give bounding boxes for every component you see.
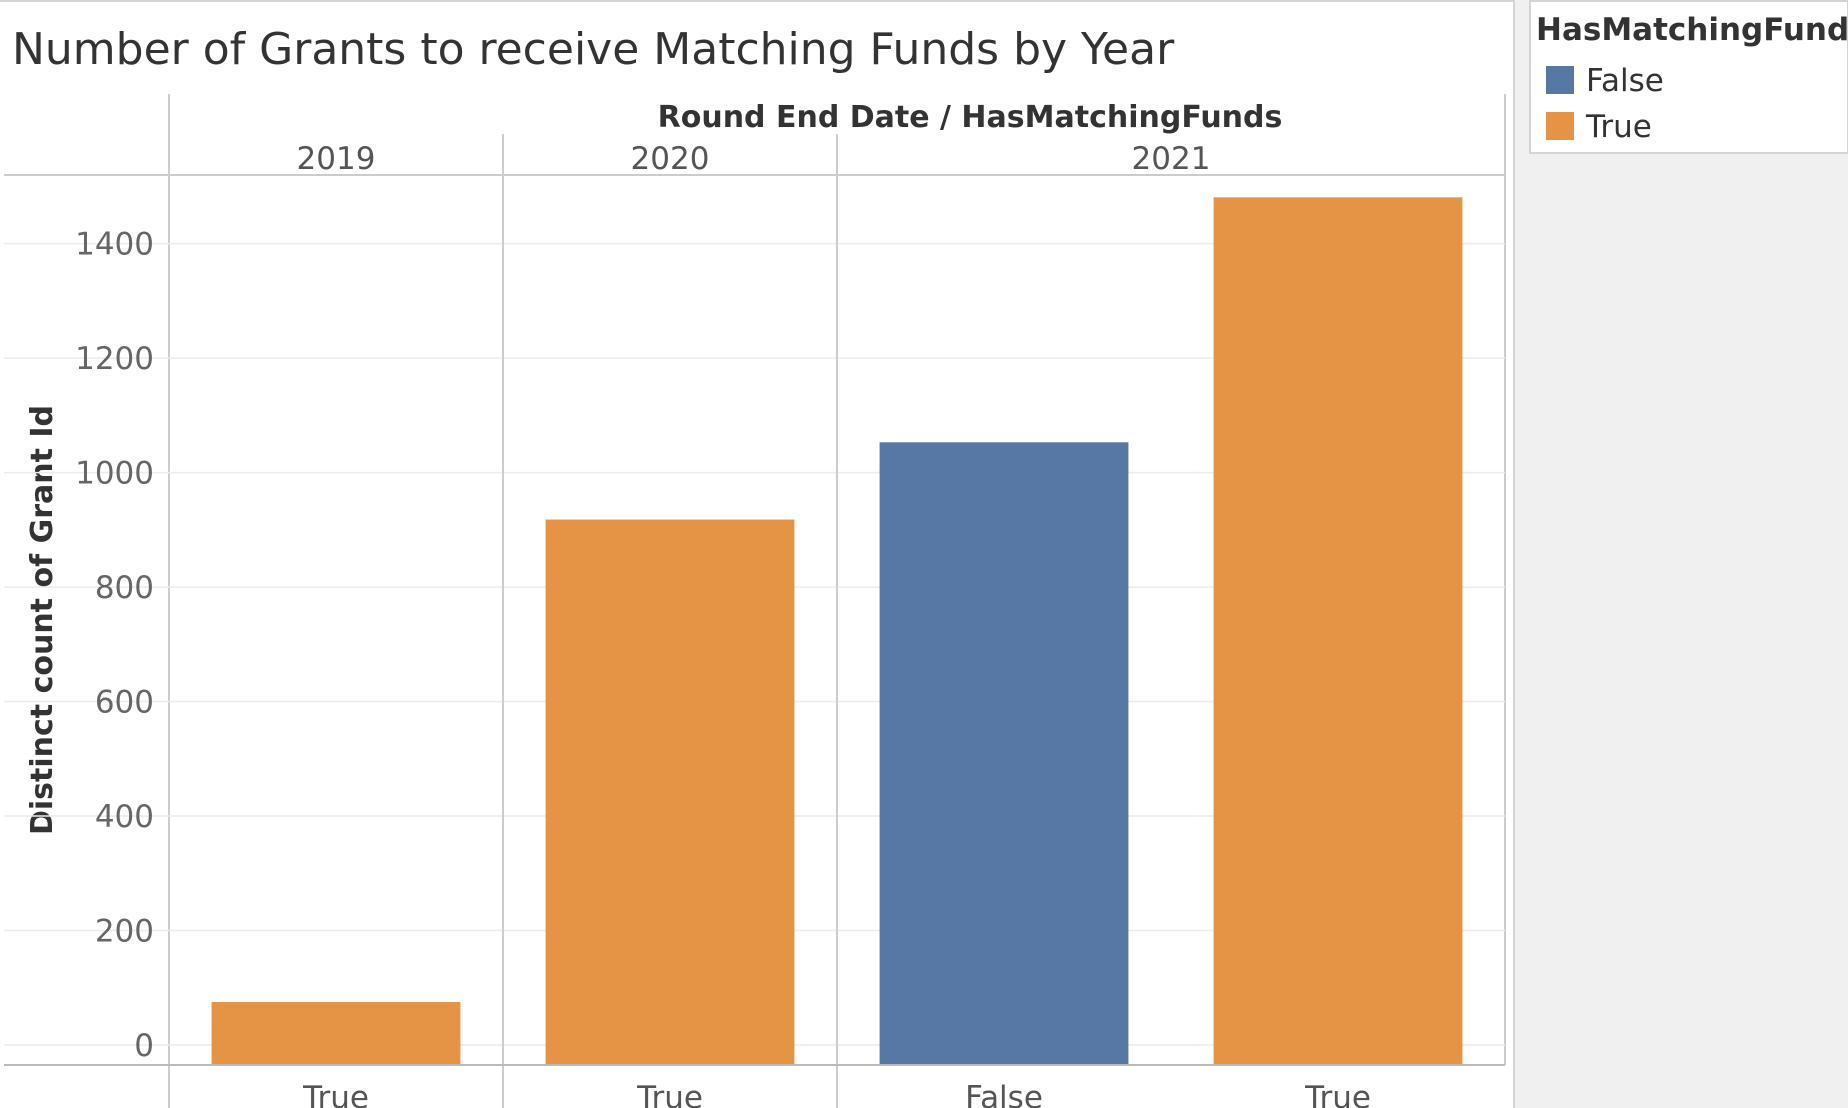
y-tick-label: 1000 [75, 456, 154, 492]
y-tick-label: 0 [134, 1028, 154, 1064]
category-label: True [636, 1080, 703, 1108]
category-label: True [1304, 1080, 1371, 1108]
legend-items: False True [1546, 63, 1664, 145]
y-tick-label: 800 [95, 570, 154, 606]
y-tick-label: 200 [95, 913, 154, 949]
bars [211, 197, 1463, 1066]
legend-box [1529, 0, 1848, 154]
bar-2020-true [545, 519, 795, 1065]
legend-swatch-false [1546, 66, 1574, 94]
legend-label-false: False [1586, 63, 1664, 99]
category-labels: True True False True [302, 1080, 1371, 1108]
y-tick-label: 1400 [75, 227, 154, 263]
legend-title: HasMatchingFunds [1536, 12, 1848, 48]
bar-2019-true [211, 1002, 461, 1065]
y-tick-label: 1200 [75, 341, 154, 377]
y-axis-title: Distinct count of Grant Id [25, 405, 60, 835]
chart-title: Number of Grants to receive Matching Fun… [12, 24, 1175, 75]
column-header-2019: 2019 [297, 141, 376, 177]
legend-background [1514, 0, 1848, 1108]
y-tick-label: 400 [95, 799, 154, 835]
y-axis-ticks: 0 200 400 600 800 1000 1200 1400 [75, 227, 154, 1064]
legend-label-true: True [1585, 109, 1652, 145]
y-tick-label: 600 [95, 685, 154, 721]
column-header-2021: 2021 [1132, 141, 1211, 177]
pane-dividers [502, 134, 838, 1108]
column-header-2020: 2020 [631, 141, 710, 177]
legend-swatch-true [1546, 112, 1574, 140]
bar-2021-false [879, 442, 1129, 1066]
category-label: False [965, 1080, 1043, 1108]
column-header-title: Round End Date / HasMatchingFunds [658, 100, 1283, 135]
category-label: True [302, 1080, 369, 1108]
bar-2021-true [1213, 197, 1463, 1066]
column-headers: 2019 2020 2021 [297, 141, 1211, 177]
